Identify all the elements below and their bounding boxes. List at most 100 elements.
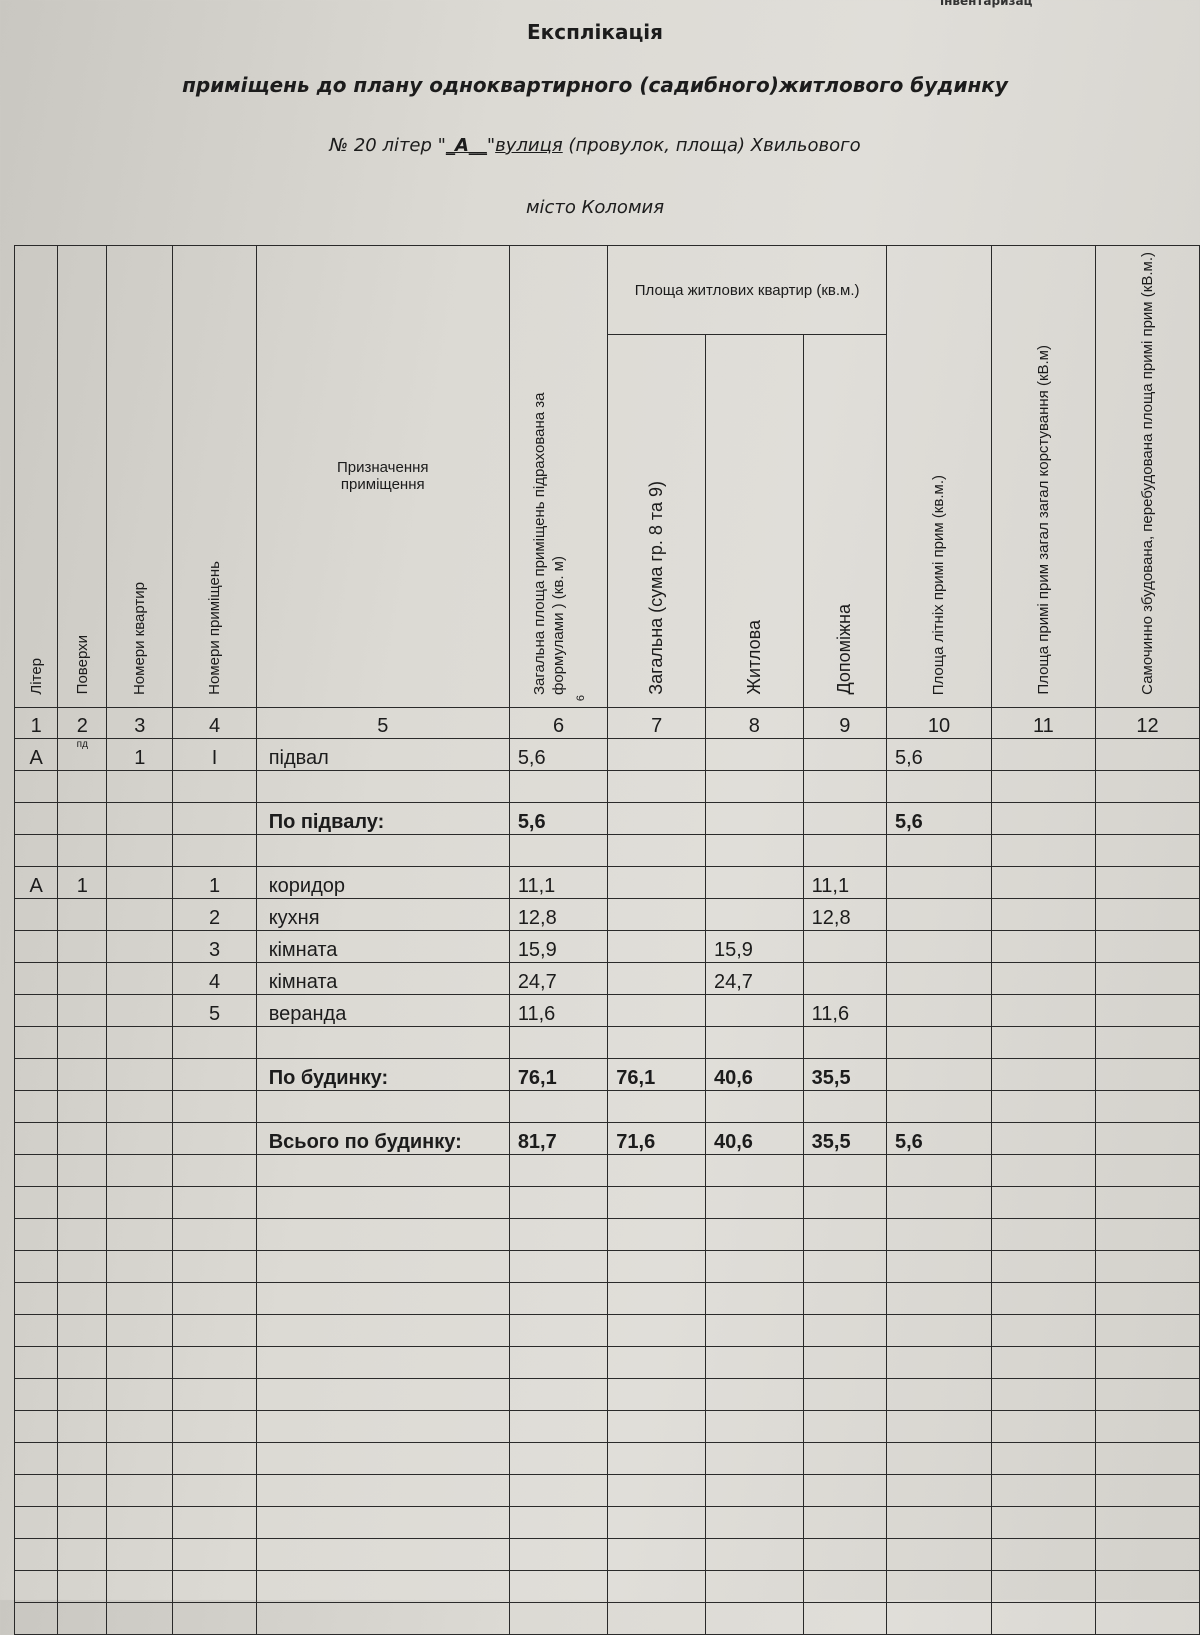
empty-cell — [255, 1313, 510, 1347]
empty-cell — [885, 1601, 992, 1635]
empty-cell — [990, 1441, 1096, 1475]
table-cell — [57, 897, 108, 931]
table-cell — [885, 993, 992, 1027]
table-cell — [508, 1089, 609, 1123]
empty-cell — [1094, 1505, 1200, 1539]
empty-cell — [13, 1537, 59, 1571]
table-cell — [172, 833, 257, 867]
table-row: Всього по будинку: 81,7 71,6 40,6 35,5 5,6 — [13, 1121, 1200, 1155]
empty-cell — [172, 1217, 257, 1251]
empty-cell — [508, 1185, 609, 1219]
empty-cell — [106, 1601, 174, 1635]
table-cell — [13, 833, 59, 867]
table-cell — [990, 1025, 1096, 1059]
empty-cell — [13, 1601, 59, 1635]
table-cell: веранда — [255, 993, 510, 1027]
empty-row — [13, 1601, 1200, 1635]
table-cell — [106, 865, 174, 899]
empty-cell — [1094, 1249, 1200, 1283]
table-cell — [802, 769, 887, 803]
empty-cell — [990, 1377, 1096, 1411]
empty-cell — [13, 1313, 59, 1347]
table-cell — [704, 1025, 804, 1059]
empty-row — [13, 1345, 1200, 1379]
empty-cell — [106, 1185, 174, 1219]
empty-cell — [508, 1569, 609, 1603]
empty-cell — [13, 1281, 59, 1315]
empty-cell — [607, 1153, 706, 1187]
table-cell: А — [13, 865, 59, 899]
table-cell — [607, 961, 706, 995]
table-cell — [704, 769, 804, 803]
empty-cell — [885, 1249, 992, 1283]
table-cell — [885, 1057, 992, 1091]
empty-cell — [508, 1217, 609, 1251]
empty-cell — [106, 1345, 174, 1379]
empty-cell — [106, 1217, 174, 1251]
empty-cell — [1094, 1569, 1200, 1603]
empty-cell — [172, 1473, 257, 1507]
empty-cell — [57, 1313, 108, 1347]
table-cell — [255, 1089, 510, 1123]
empty-cell — [57, 1473, 108, 1507]
table-cell: 1 — [57, 865, 108, 899]
empty-cell — [704, 1377, 804, 1411]
table-cell — [106, 1057, 174, 1091]
table-cell — [607, 897, 706, 931]
table-cell — [990, 833, 1096, 867]
empty-cell — [704, 1217, 804, 1251]
table-cell — [990, 993, 1096, 1027]
empty-cell — [885, 1409, 992, 1443]
table-cell — [13, 993, 59, 1027]
table-cell: По підвалу: — [255, 801, 510, 835]
empty-cell — [13, 1441, 59, 1475]
empty-cell — [607, 1505, 706, 1539]
empty-cell — [106, 1537, 174, 1571]
table-cell — [607, 833, 706, 867]
empty-cell — [704, 1249, 804, 1283]
table-cell: 35,5 — [802, 1057, 887, 1091]
table-cell — [57, 769, 108, 803]
table-row — [13, 1089, 1200, 1123]
table-cell: 1 — [172, 865, 257, 899]
table-cell — [990, 801, 1096, 835]
empty-cell — [508, 1313, 609, 1347]
empty-cell — [1094, 1441, 1200, 1475]
table-cell: кімната — [255, 961, 510, 995]
col-header-7: Загальна (сума гр. 8 та 9) — [607, 334, 706, 708]
table-cell — [13, 961, 59, 995]
table-cell — [57, 961, 108, 995]
empty-cell — [13, 1473, 59, 1507]
table-cell — [172, 801, 257, 835]
empty-cell — [57, 1569, 108, 1603]
table-cell — [802, 961, 887, 995]
empty-cell — [802, 1601, 887, 1635]
empty-cell — [607, 1313, 706, 1347]
empty-cell — [57, 1601, 108, 1635]
empty-cell — [508, 1441, 609, 1475]
empty-cell — [1094, 1345, 1200, 1379]
empty-cell — [57, 1217, 108, 1251]
col-header-12: Самочинно збудована, перебудована площа … — [1094, 245, 1200, 708]
table-cell — [172, 769, 257, 803]
table-cell — [172, 1057, 257, 1091]
col-header-9: Допоміжна — [802, 334, 887, 708]
empty-cell — [106, 1505, 174, 1539]
empty-cell — [607, 1185, 706, 1219]
empty-cell — [106, 1153, 174, 1187]
table-cell — [1094, 1089, 1200, 1123]
table-cell — [1094, 961, 1200, 995]
empty-cell — [704, 1281, 804, 1315]
empty-cell — [172, 1409, 257, 1443]
table-cell — [508, 769, 609, 803]
table-cell — [607, 769, 706, 803]
col-header-5: Призначення приміщення — [255, 245, 510, 708]
empty-cell — [885, 1505, 992, 1539]
empty-cell — [57, 1153, 108, 1187]
cut-off-header-text: інвентаризац — [940, 0, 1033, 8]
table-cell — [704, 865, 804, 899]
empty-cell — [990, 1153, 1096, 1187]
empty-row — [13, 1409, 1200, 1443]
empty-cell — [106, 1281, 174, 1315]
empty-cell — [885, 1313, 992, 1347]
